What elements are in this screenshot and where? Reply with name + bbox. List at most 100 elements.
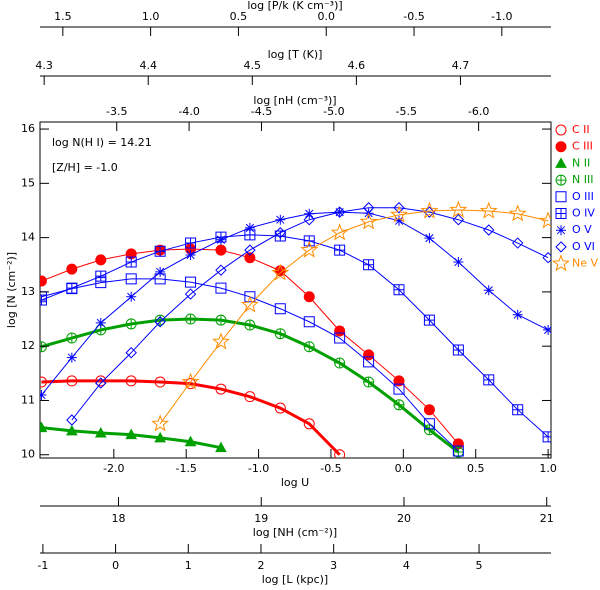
x-tick-label: -2.0 [103, 462, 124, 475]
legend-label: N III [572, 173, 593, 186]
secondary-x-tick-label: 1 [185, 559, 192, 572]
data-point [66, 263, 78, 275]
data-point [512, 309, 523, 320]
annotation: log N(H I) = 14.21 [52, 136, 152, 149]
x-tick-label: -1.5 [175, 462, 196, 475]
data-point [185, 243, 197, 255]
data-point [215, 234, 226, 245]
data-point [240, 295, 259, 313]
secondary-x-tick-label: -4.5 [251, 105, 272, 118]
data-point [334, 332, 346, 344]
secondary-x-tick-label: -1.0 [491, 10, 512, 23]
data-point [185, 313, 197, 325]
data-point [542, 251, 551, 264]
data-point [275, 214, 286, 225]
data-point [393, 284, 405, 296]
legend-marker [555, 174, 567, 186]
secondary-x-tick-label: 4.5 [244, 59, 262, 72]
x-tick-label: 0.5 [467, 462, 485, 475]
data-point [40, 341, 47, 353]
annotation: [Z/H] = -1.0 [52, 161, 118, 174]
legend-marker [552, 254, 570, 272]
data-point [300, 240, 319, 258]
secondary-x-tick-label: 0.0 [317, 10, 335, 23]
legend-label: O IV [572, 207, 595, 220]
data-point [394, 215, 405, 226]
data-point [333, 206, 346, 218]
legend-marker [555, 191, 567, 203]
data-point [154, 316, 166, 328]
data-point [94, 427, 107, 438]
secondary-x-tick-label: 4.3 [35, 59, 53, 72]
data-point [274, 303, 286, 315]
data-point [125, 248, 137, 260]
data-point [40, 421, 48, 433]
data-point [215, 383, 227, 395]
secondary-axis-label: log [NH (cm⁻²)] [253, 526, 337, 539]
data-point [304, 208, 315, 219]
data-point [390, 205, 408, 223]
data-point [274, 227, 287, 239]
data-point [66, 375, 78, 387]
secondary-axis-label: log [T (K)] [268, 48, 323, 61]
secondary-axis-label: log [P/k (K cm⁻³)] [247, 0, 342, 12]
secondary-x-tick-label: 18 [112, 512, 126, 525]
legend-marker [555, 124, 567, 136]
data-point [483, 285, 494, 296]
data-point [125, 273, 137, 285]
data-point [181, 372, 200, 390]
data-point [330, 223, 349, 241]
secondary-x-tick-label: 3 [330, 559, 337, 572]
data-point [449, 200, 468, 218]
secondary-x-tick-label: 4.4 [139, 59, 157, 72]
data-point [95, 317, 106, 328]
secondary-x-tick-label: 19 [254, 512, 268, 525]
data-point [420, 201, 439, 219]
legend-label: O VI [572, 240, 595, 253]
data-point [185, 249, 196, 260]
legend-marker [555, 241, 567, 253]
y-tick-label: 12 [21, 339, 35, 352]
data-point [452, 344, 464, 356]
data-point [423, 404, 435, 416]
data-point [334, 449, 346, 458]
legend-label: C III [572, 140, 593, 153]
data-point [215, 282, 227, 294]
data-point [508, 204, 527, 222]
x-tick-label: 1.0 [539, 462, 557, 475]
series-line [41, 234, 549, 438]
data-point [66, 282, 78, 294]
secondary-x-tick-label: 0.5 [230, 10, 248, 23]
data-point [274, 328, 286, 340]
data-point [479, 201, 498, 219]
secondary-axis-label: log [L (kpc)] [262, 573, 328, 586]
data-point [155, 266, 166, 277]
data-point [483, 224, 495, 236]
data-point [452, 445, 464, 457]
legend-marker [555, 157, 567, 168]
data-point [184, 288, 197, 300]
legend-label: Ne V [572, 257, 598, 270]
x-tick-label: -1.0 [248, 462, 269, 475]
data-point [244, 319, 256, 331]
secondary-x-tick-label: 0 [112, 559, 119, 572]
data-point [125, 256, 137, 268]
secondary-x-tick-label: -4.0 [178, 105, 199, 118]
data-point [303, 291, 315, 303]
secondary-x-tick-label: 20 [397, 512, 411, 525]
secondary-x-tick-label: 4 [403, 559, 410, 572]
legend-label: N II [572, 156, 590, 169]
data-point [215, 441, 227, 453]
secondary-x-tick-label: -5.0 [323, 105, 344, 118]
series-line [41, 379, 341, 456]
secondary-x-tick-label: -1 [37, 559, 48, 572]
data-point [40, 376, 47, 388]
y-axis-label: log [N (cm⁻²)] [5, 252, 18, 328]
data-point [543, 324, 551, 335]
data-point [539, 211, 551, 229]
legend-label: O III [572, 190, 594, 203]
data-point [244, 391, 256, 403]
data-point [151, 414, 170, 432]
data-point [244, 252, 256, 264]
